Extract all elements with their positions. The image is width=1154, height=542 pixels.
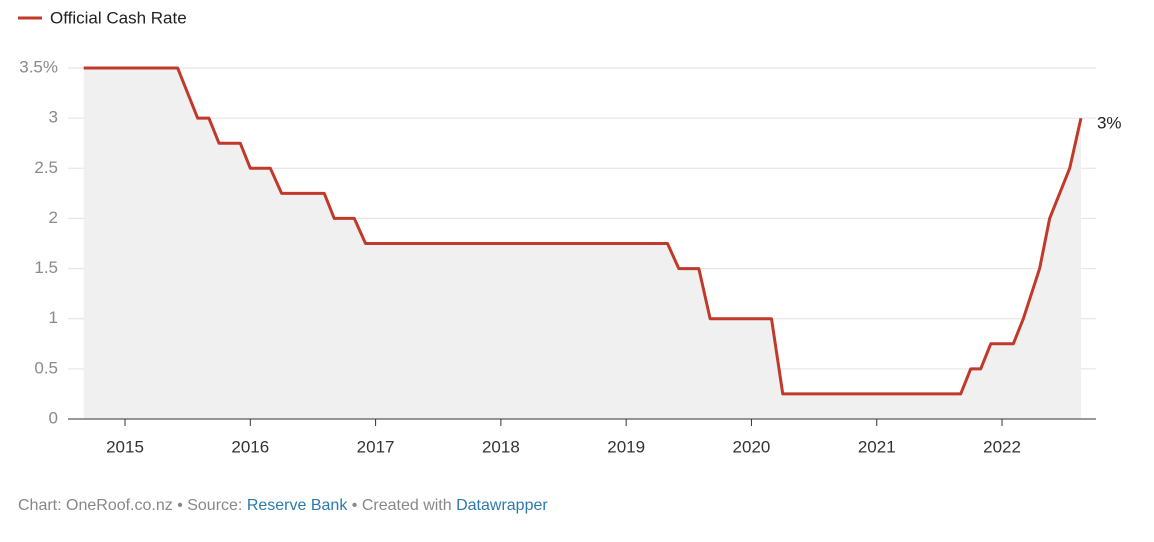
footer-text: Chart: OneRoof.co.nz • Source:	[18, 497, 247, 514]
x-tick-label: 2018	[482, 437, 520, 456]
footer: Chart: OneRoof.co.nz • Source: Reserve B…	[18, 497, 548, 514]
x-tick-label: 2022	[983, 437, 1021, 456]
footer-link[interactable]: Datawrapper	[456, 497, 548, 514]
y-tick-label: 2	[49, 208, 58, 227]
footer-link[interactable]: Reserve Bank	[247, 497, 348, 514]
y-tick-label: 3	[49, 108, 58, 127]
x-tick-label: 2020	[733, 437, 771, 456]
x-tick-label: 2021	[858, 437, 896, 456]
y-tick-label: 2.5	[34, 158, 58, 177]
x-tick-label: 2019	[607, 437, 645, 456]
legend-label: Official Cash Rate	[50, 8, 187, 27]
x-tick-label: 2016	[231, 437, 269, 456]
y-tick-label: 0.5	[34, 358, 58, 377]
y-tick-label: 1.5	[34, 258, 58, 277]
y-tick-label: 1	[49, 308, 58, 327]
line	[83, 66, 1083, 396]
footer-text: • Created with	[347, 497, 456, 514]
y-tick-label: 3.5%	[19, 57, 58, 76]
x-tick-label: 2015	[106, 437, 144, 456]
x-tick-label: 2017	[357, 437, 395, 456]
y-tick-label: 0	[49, 408, 58, 427]
value-label: 3%	[1097, 114, 1122, 133]
